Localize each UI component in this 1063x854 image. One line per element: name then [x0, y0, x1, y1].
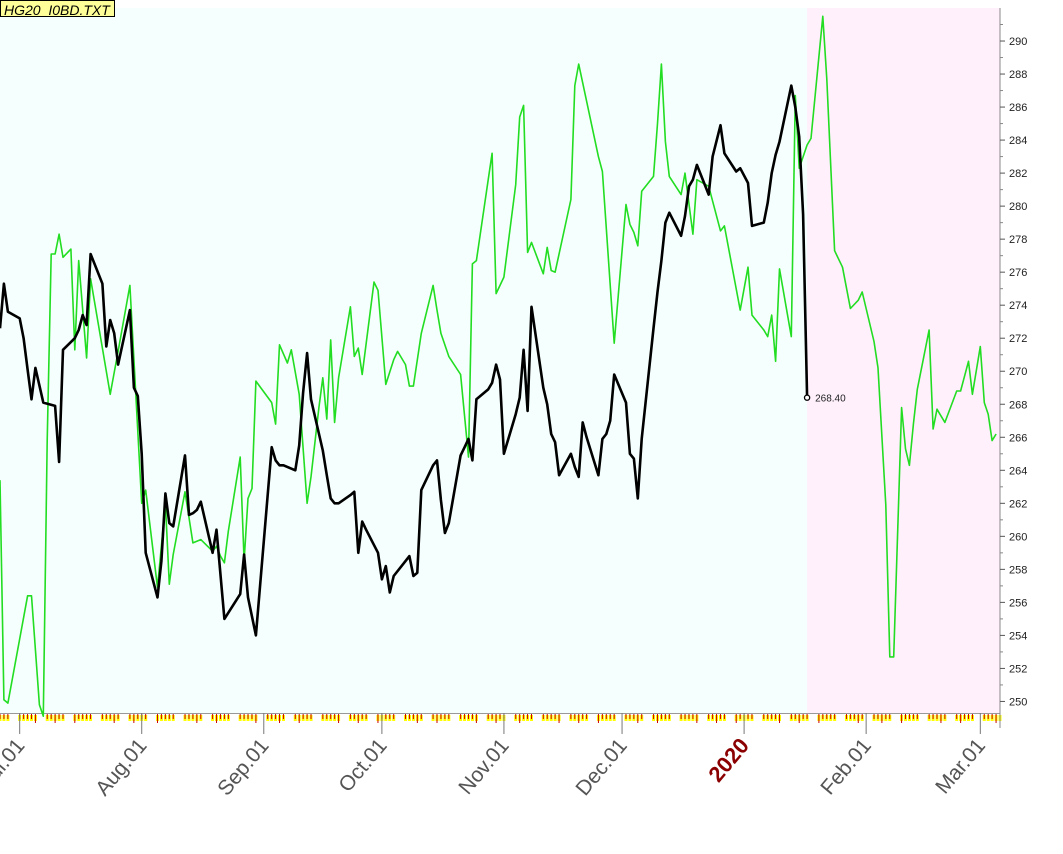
y-tick-label: 276: [1009, 267, 1027, 279]
x-tick-label: Dec.01: [571, 734, 631, 800]
chart-title: HG20_I0BD.TXT: [0, 0, 115, 18]
x-tick-label: Sep.01: [213, 734, 273, 800]
y-tick-label: 286: [1009, 102, 1027, 114]
x-day-marker: [0, 715, 2, 721]
y-tick-label: 256: [1009, 597, 1027, 609]
x-tick-label-group: Oct.01: [334, 734, 391, 796]
x-tick-label-group: Feb.01: [816, 734, 876, 799]
y-tick-label: 266: [1009, 432, 1027, 444]
y-tick-label: 290: [1009, 36, 1027, 48]
projection-series-line: [0, 15, 997, 718]
y-tick-label: 270: [1009, 366, 1027, 378]
y-tick-label: 258: [1009, 564, 1027, 576]
x-tick-label: Mar.01: [931, 734, 990, 798]
x-tick-label: Jul.01: [0, 734, 30, 792]
y-tick-label: 274: [1009, 300, 1027, 312]
x-tick-label-group: 2020: [703, 733, 754, 787]
y-tick-label: 250: [1009, 696, 1027, 708]
y-tick-label: 264: [1009, 465, 1027, 477]
forecast-background: [807, 8, 1000, 713]
x-tick-label: Nov.01: [454, 734, 513, 799]
x-tick-label: Oct.01: [334, 734, 391, 796]
y-tick-label: 268: [1009, 399, 1027, 411]
last-value-marker: 268.40: [803, 394, 846, 405]
y-tick-label: 284: [1009, 135, 1027, 147]
series-lines: [0, 15, 997, 718]
x-tick-label-group: Sep.01: [213, 734, 273, 800]
x-tick-label: 2020: [703, 733, 754, 787]
last-value-label: 268.40: [815, 394, 846, 405]
y-tick-label: 252: [1009, 663, 1027, 675]
x-tick-label-group: Nov.01: [454, 734, 513, 799]
y-axis: 250 252 254 256 258 260 262 264 266 268 270 272 274 2…: [999, 8, 1027, 728]
x-tick-label: Aug.01: [91, 734, 151, 800]
y-tick-label: 254: [1009, 630, 1027, 642]
y-tick-label: 278: [1009, 234, 1027, 246]
y-tick-label: 288: [1009, 69, 1027, 81]
y-tick-label: 262: [1009, 498, 1027, 510]
x-tick-label-group: Mar.01: [931, 734, 990, 798]
x-tick-label-group: Aug.01: [91, 734, 151, 800]
y-tick-label: 282: [1009, 168, 1027, 180]
x-tick-label: Feb.01: [816, 734, 876, 799]
y-tick-label: 260: [1009, 531, 1027, 543]
last-value-point: [803, 394, 811, 401]
y-tick-label: 280: [1009, 201, 1027, 213]
x-tick-label-group: Jul.01: [0, 734, 30, 792]
price-series-line: [0, 84, 809, 637]
x-tick-label-group: Dec.01: [571, 734, 631, 800]
x-tick-marker-strip: [0, 713, 1002, 723]
y-tick-label: 272: [1009, 333, 1027, 345]
x-axis: Jul.01 Aug.01 Sep.01 Oct.01 Nov.01 Dec.01 2020…: [0, 713, 990, 800]
